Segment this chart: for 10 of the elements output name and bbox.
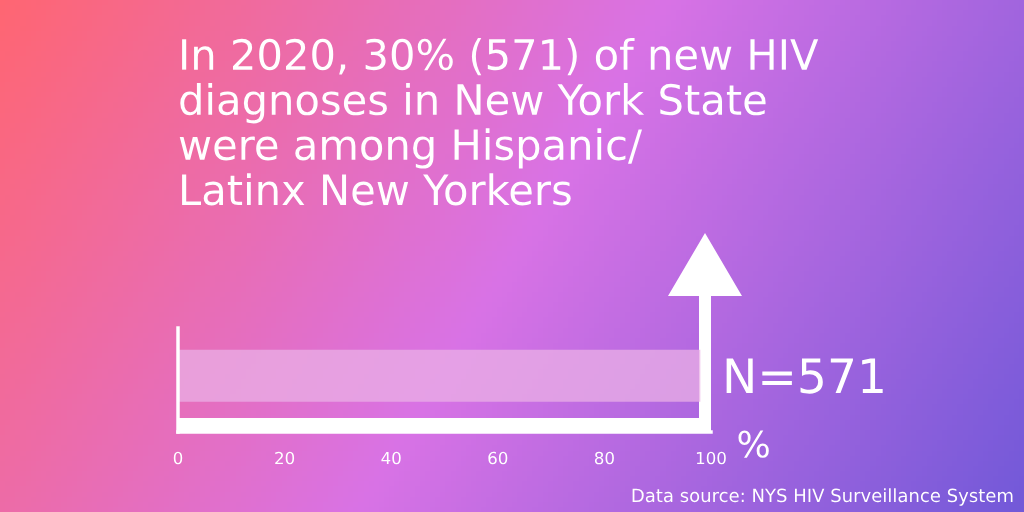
x-tick-label: 60 bbox=[488, 451, 508, 465]
text: N=571 bbox=[726, 358, 883, 394]
x-tick-label: 80 bbox=[594, 451, 614, 465]
chart-title: In 2020, 30% (571) of new HIV diagnoses in New York State were among Hispanic/ Latinx New Yorkers bbox=[179, 38, 819, 206]
x-tick-label: 100 bbox=[696, 451, 726, 465]
x-tick-label: 0 bbox=[173, 451, 183, 465]
x-tick-label: 20 bbox=[275, 451, 295, 465]
x-tick-label: 40 bbox=[381, 451, 401, 465]
x-axis-title: % bbox=[738, 430, 769, 458]
source-note: Data source: NYS HIV Surveillance System bbox=[632, 488, 1013, 506]
